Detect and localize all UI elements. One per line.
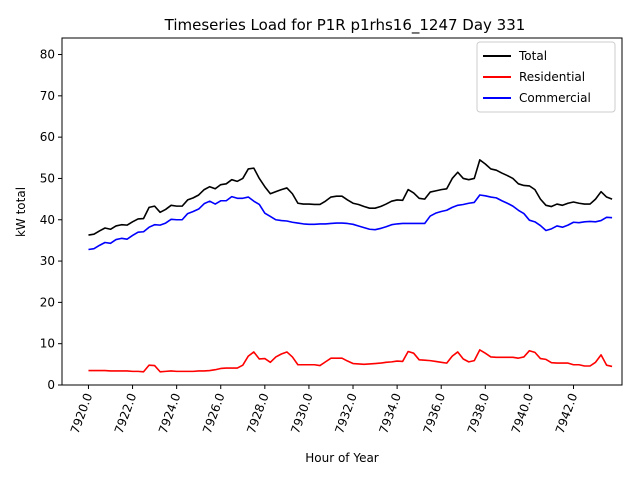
axes-frame <box>61 37 623 386</box>
y-tick-label: 0 <box>47 378 55 392</box>
y-tick-label: 30 <box>40 254 55 268</box>
series-line-total <box>88 159 613 236</box>
legend-box <box>476 41 616 113</box>
legend-label-total: Total <box>518 49 547 63</box>
y-tick-label: 10 <box>40 337 55 351</box>
legend-label-residential: Residential <box>519 70 585 84</box>
series-line-commercial <box>88 194 613 251</box>
y-tick-label: 40 <box>40 213 55 227</box>
y-tick-label: 70 <box>40 89 55 103</box>
y-axis-label: kW total <box>14 187 28 237</box>
y-tick-label: 80 <box>40 48 55 62</box>
y-tick-label: 60 <box>40 130 55 144</box>
x-axis-label: Hour of Year <box>305 451 379 465</box>
series-line-residential <box>88 349 613 373</box>
series-lines <box>88 159 613 373</box>
legend-label-commercial: Commercial <box>519 91 591 105</box>
y-tick-label: 20 <box>40 295 55 309</box>
y-axis: 0 10 20 30 40 50 60 70 80 <box>40 48 62 392</box>
y-tick-label: 50 <box>40 171 55 185</box>
legend: Total Residential Commercial <box>476 41 616 113</box>
chart-title: Timeseries Load for P1R p1rhs16_1247 Day… <box>164 16 526 35</box>
axes-border <box>61 37 623 386</box>
